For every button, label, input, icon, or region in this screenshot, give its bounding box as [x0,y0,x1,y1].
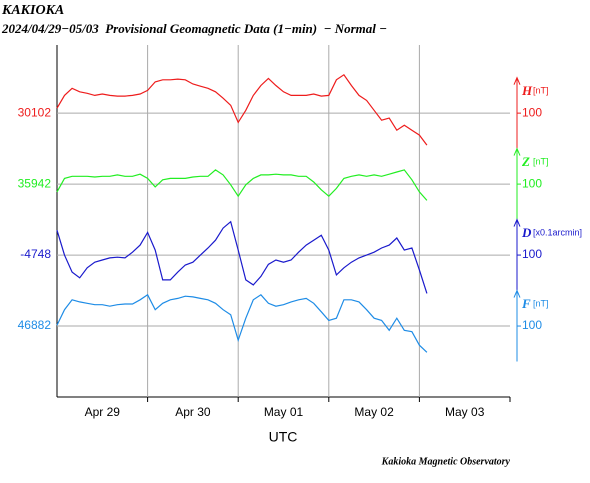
series-unit: [nT] [533,156,549,166]
scale-arrow [513,289,521,298]
x-tick-label: May 01 [264,405,304,419]
scale-label: 100 [522,176,542,190]
series-line [56,293,428,353]
y-tick-label: 30102 [18,105,52,119]
scale-arrow [513,147,521,156]
series-line [56,220,428,294]
series-name: D [521,225,532,240]
series-name: H [521,83,533,98]
x-tick-label: Apr 29 [85,405,121,419]
y-tick-label: 35942 [18,176,52,190]
y-tick-label: 46882 [18,318,52,332]
chart-subtitle: 2024/04/29−05/03 Provisional Geomagnetic… [1,21,387,36]
scale-arrow [513,218,521,227]
series-unit: [nT] [533,298,549,308]
x-axis-title: UTC [269,429,298,445]
scale-label: 100 [522,105,542,119]
series-name: F [521,296,531,311]
source: Kakioka Magnetic Observatory [381,456,511,467]
x-tick-label: May 02 [354,405,394,419]
scale-label: 100 [522,247,542,261]
x-tick-label: May 03 [445,405,485,419]
x-tick-label: Apr 30 [175,405,211,419]
series-line [56,169,428,201]
scale-arrow [513,76,521,85]
series-line [56,73,428,146]
scale-label: 100 [522,318,542,332]
series-unit: [nT] [533,86,549,96]
series-unit: [x0.1arcmin] [533,227,582,237]
series-name: Z [521,154,530,169]
chart-title: KAKIOKA [1,3,64,18]
y-tick-label: -4748 [20,247,51,261]
